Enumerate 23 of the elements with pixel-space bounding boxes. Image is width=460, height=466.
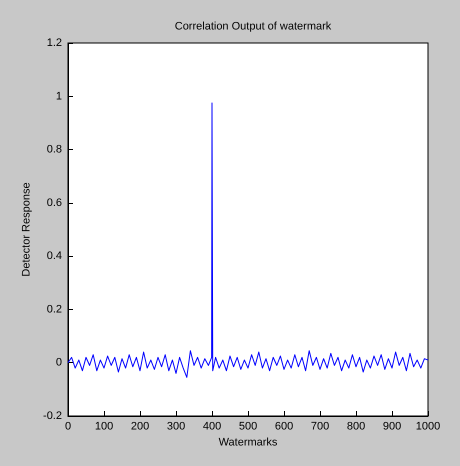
x-tick-label: 400	[202, 420, 222, 432]
x-tick-label: 0	[64, 420, 72, 432]
chart-title: Correlation Output of watermark	[174, 20, 332, 32]
x-tick-label: 900	[382, 420, 402, 432]
x-tick-label: 500	[238, 420, 258, 432]
y-tick-label: 0	[56, 356, 62, 369]
y-tick-label: 1.2	[46, 37, 62, 49]
x-tick-label: 800	[346, 420, 366, 432]
x-tick-label: 100	[94, 420, 114, 432]
y-tick-label: 1	[56, 90, 62, 102]
y-axis-title: Detector Response	[20, 182, 33, 277]
x-axis-title: Watermarks	[218, 436, 278, 448]
y-tick-label: 0.2	[46, 303, 62, 316]
y-tick-label: 0.6	[46, 196, 62, 209]
y-tick-label: 0.8	[46, 144, 62, 156]
x-tick-label: 600	[274, 420, 294, 432]
x-tick-label: 700	[310, 420, 330, 432]
x-tick-label: 1000	[416, 420, 440, 432]
x-tick-label: 300	[166, 420, 186, 432]
x-tick-label: 200	[130, 420, 150, 432]
y-tick-label: -0.2	[43, 410, 62, 422]
y-tick-label: 0.4	[46, 250, 62, 262]
line-series	[68, 102, 428, 378]
